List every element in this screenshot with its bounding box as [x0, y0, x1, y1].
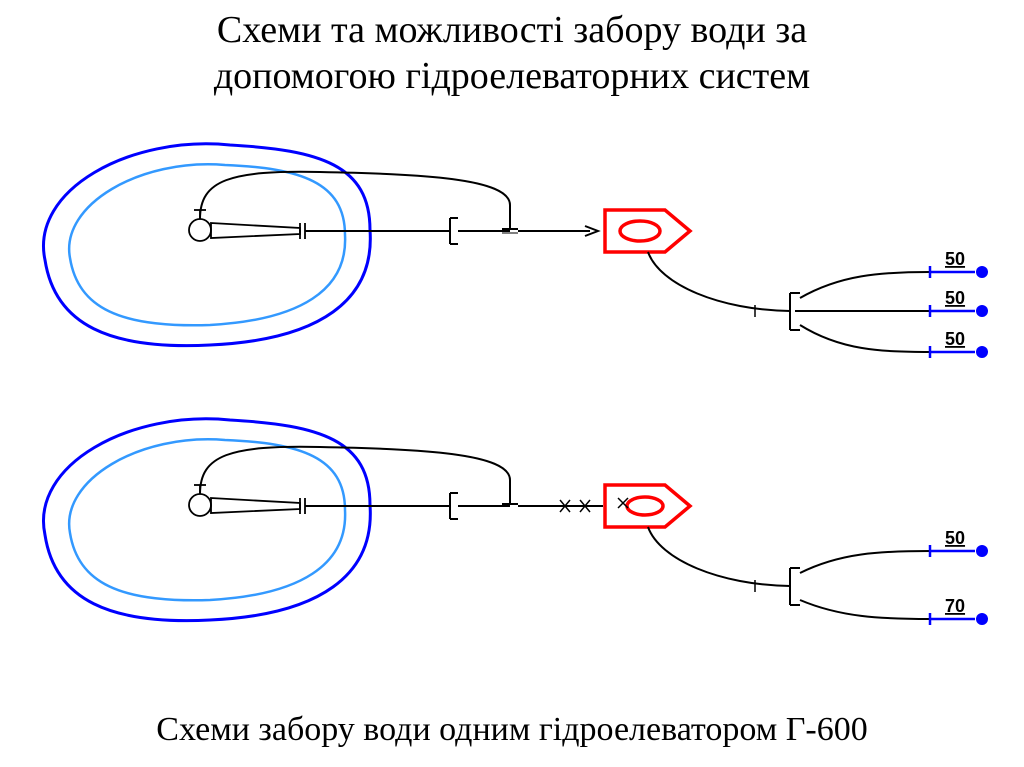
branch-line-1a	[800, 272, 930, 298]
nozzle-label-1c: 50	[945, 329, 965, 349]
water-inner-1	[69, 164, 345, 325]
diagram-2: 50 70	[43, 419, 988, 625]
page-title: Схеми та можливості забору води за допом…	[0, 0, 1024, 99]
curve-to-branch-2	[648, 527, 790, 586]
nozzle-2b: 70	[930, 596, 988, 625]
pump-2	[605, 485, 690, 527]
connector-a1	[450, 218, 518, 244]
caption-text: Схеми забору води одним гідроелеватором …	[156, 711, 867, 748]
branch-line-2b	[800, 600, 930, 619]
nozzle-1c: 50	[930, 329, 988, 358]
water-outer-2	[43, 419, 370, 621]
branch-connector-2	[790, 568, 800, 605]
title-line-1: Схеми та можливості забору води за	[217, 9, 807, 51]
connector-a2	[450, 493, 510, 519]
diagram-1: 50 50 50	[43, 144, 988, 358]
nozzle-1a: 50	[930, 249, 988, 278]
diagrams-canvas: 50 50 50	[0, 110, 1024, 670]
nozzle-1b: 50	[930, 288, 988, 317]
hydroelevator-1	[189, 210, 305, 241]
pump-1	[605, 210, 690, 252]
nozzle-label-2a: 50	[945, 528, 965, 548]
page-caption: Схеми забору води одним гідроелеватором …	[0, 711, 1024, 749]
branch-line-1c	[800, 325, 930, 352]
hydroelevator-2	[189, 485, 305, 516]
branch-line-2a	[800, 551, 930, 573]
title-line-2: допомогою гідроелеваторних систем	[214, 55, 810, 97]
curve-to-branch-1	[648, 252, 790, 311]
nozzle-label-1a: 50	[945, 249, 965, 269]
nozzle-2a: 50	[930, 528, 988, 557]
nozzle-label-2b: 70	[945, 596, 965, 616]
water-outer-1	[43, 144, 370, 346]
water-inner-2	[69, 439, 345, 600]
nozzle-label-1b: 50	[945, 288, 965, 308]
